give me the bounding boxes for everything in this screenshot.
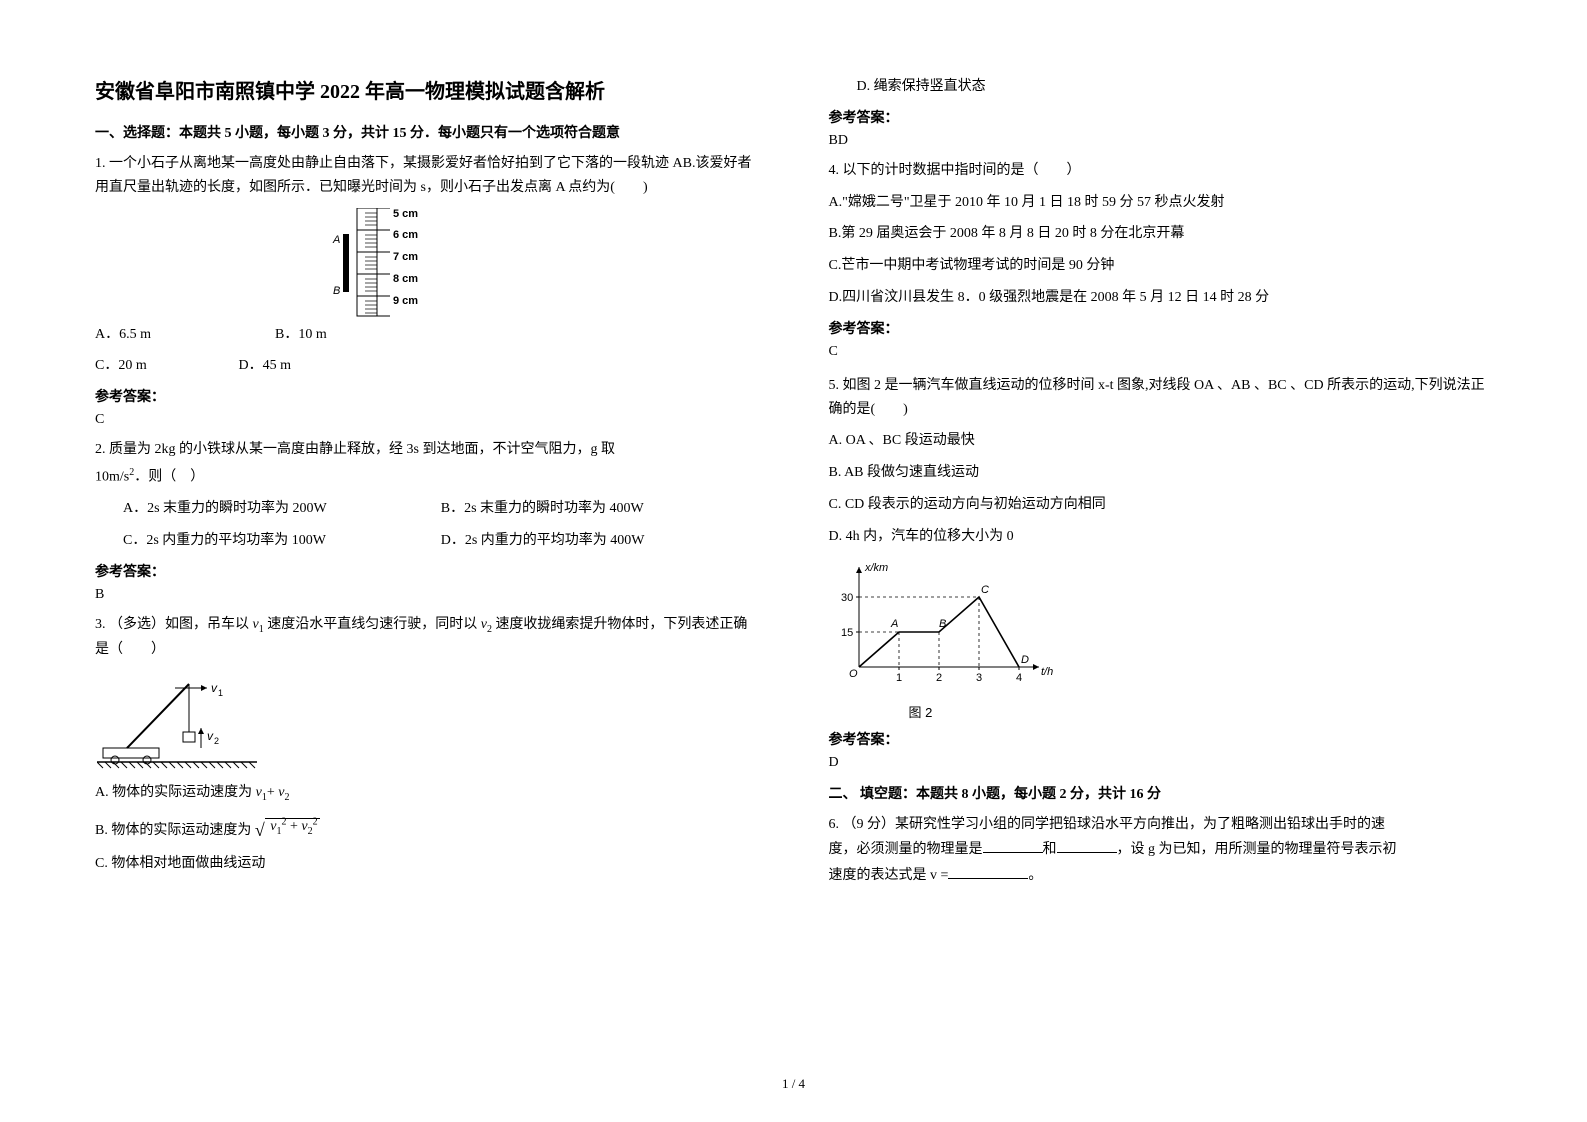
q3-optC: C. 物体相对地面做曲线运动 <box>95 852 759 876</box>
question-2: 2. 质量为 2kg 的小铁球从某一高度由静止释放，经 3s 到达地面，不计空气… <box>95 438 759 489</box>
right-column: D. 绳索保持竖直状态 参考答案： BD 4. 以下的计时数据中指时间的是（ ）… <box>829 75 1493 1035</box>
q4-ans: C <box>829 344 1493 360</box>
q4-optD: D.四川省汶川县发生 8．0 级强烈地震是在 2008 年 5 月 12 日 1… <box>829 286 1493 310</box>
svg-text:O: O <box>849 668 858 680</box>
q5-optB: B. AB 段做匀速直线运动 <box>829 461 1493 485</box>
q1-figure: A B <box>265 208 759 321</box>
q6-p2a: 速度的表达式是 v = <box>829 868 949 883</box>
q6-blank3 <box>948 865 1028 879</box>
q5-optD: D. 4h 内，汽车的位移大小为 0 <box>829 525 1493 549</box>
q1-optB: B．10 m <box>275 323 327 347</box>
q4-optB: B.第 29 届奥运会于 2008 年 8 月 8 日 20 时 8 分在北京开… <box>829 222 1493 246</box>
q4-optC: C.芒市一中期中考试物理考试的时间是 90 分钟 <box>829 254 1493 278</box>
svg-text:2: 2 <box>214 736 219 746</box>
doc-title: 安徽省阜阳市南照镇中学 2022 年高一物理模拟试题含解析 <box>95 75 759 104</box>
question-4: 4. 以下的计时数据中指时间的是（ ） <box>829 159 1493 183</box>
q6-p1d: ，设 g 为已知，用所测量的物理量符号表示初 <box>1117 842 1397 857</box>
page-columns: 安徽省阜阳市南照镇中学 2022 年高一物理模拟试题含解析 一、选择题：本题共 … <box>95 75 1492 1035</box>
q1-stem: 1. 一个小石子从离地某一高度处由静止自由落下，某摄影爱好者恰好拍到了它下落的一… <box>95 152 759 200</box>
q2-ans: B <box>95 587 759 603</box>
q6-p1b: 度，必须测量的物理量是 <box>829 842 983 857</box>
svg-text:1: 1 <box>896 672 902 684</box>
svg-text:v: v <box>207 729 214 743</box>
q5-figure: x/km t/h 15 30 1 2 3 4 O <box>829 557 1493 721</box>
ruler-label-8: 8 cm <box>393 273 418 285</box>
q1-optC: C．20 m <box>95 354 235 378</box>
ruler-label-6: 6 cm <box>393 229 418 241</box>
q2-stem3: ．则（ ） <box>134 470 204 485</box>
q2-optD: D．2s 内重力的平均功率为 400W <box>441 529 759 553</box>
q5-ans-label: 参考答案： <box>829 729 1493 749</box>
q4-stem: 4. 以下的计时数据中指时间的是（ ） <box>829 159 1493 183</box>
q1-options-row2: C．20 m D．45 m <box>95 354 759 378</box>
q2-optB: B．2s 末重力的瞬时功率为 400W <box>441 497 759 521</box>
q2-optC: C．2s 内重力的平均功率为 100W <box>123 529 441 553</box>
q3-optD: D. 绳索保持竖直状态 <box>829 75 1493 99</box>
svg-text:2: 2 <box>936 672 942 684</box>
q2-stem2: 10m/s <box>95 470 129 485</box>
question-3: 3. （多选）如图，吊车以 v1 速度沿水平直线匀速行驶，同时以 v2 速度收拢… <box>95 613 759 662</box>
svg-text:A: A <box>890 618 898 630</box>
svg-text:A: A <box>332 234 340 246</box>
q3-figure: v1 v2 <box>97 670 759 773</box>
ruler-svg: A B <box>265 208 445 318</box>
svg-text:x/km: x/km <box>864 562 888 574</box>
q5-ans: D <box>829 755 1493 771</box>
svg-text:1: 1 <box>218 688 223 698</box>
q5-fig-caption: 图 2 <box>909 702 1493 721</box>
q3-ans-label: 参考答案： <box>829 107 1493 127</box>
svg-text:B: B <box>333 285 340 297</box>
q1-optD: D．45 m <box>239 358 292 373</box>
q6-p1a: 6. （9 分）某研究性学习小组的同学把铅球沿水平方向推出，为了粗略测出铅球出手… <box>829 817 1386 832</box>
q6-p2b: 。 <box>1028 868 1042 883</box>
q3-optB: B. 物体的实际运动速度为 √ v12 + v22 <box>95 813 759 844</box>
q4-ans-label: 参考答案： <box>829 318 1493 338</box>
svg-text:B: B <box>939 618 946 630</box>
q6-blank1 <box>983 839 1043 853</box>
left-column: 安徽省阜阳市南照镇中学 2022 年高一物理模拟试题含解析 一、选择题：本题共 … <box>95 75 759 1035</box>
q2-opts-row1: A．2s 末重力的瞬时功率为 200W B．2s 末重力的瞬时功率为 400W … <box>95 497 759 553</box>
q6-p1c: 和 <box>1043 842 1057 857</box>
q1-ans: C <box>95 412 759 428</box>
page-number: 1 / 4 <box>782 1076 805 1092</box>
q2-optA: A．2s 末重力的瞬时功率为 200W <box>123 497 441 521</box>
section1-heading: 一、选择题：本题共 5 小题，每小题 3 分，共计 15 分．每小题只有一个选项… <box>95 122 759 142</box>
q3-stem-a: 3. （多选）如图，吊车以 <box>95 617 253 632</box>
ruler-label-5: 5 cm <box>393 208 418 220</box>
crane-svg: v1 v2 <box>97 670 257 770</box>
q5-optA: A. OA 、BC 段运动最快 <box>829 429 1493 453</box>
svg-text:3: 3 <box>976 672 982 684</box>
q3-stem-b: 速度沿水平直线匀速行驶，同时以 <box>264 617 481 632</box>
q1-optA: A．6.5 m <box>95 323 275 347</box>
q3-ans: BD <box>829 133 1493 149</box>
question-5: 5. 如图 2 是一辆汽车做直线运动的位移时间 x-t 图象,对线段 OA 、A… <box>829 374 1493 422</box>
ruler-label-9: 9 cm <box>393 295 418 307</box>
section2-heading: 二、 填空题：本题共 8 小题，每小题 2 分，共计 16 分 <box>829 783 1493 803</box>
question-6: 6. （9 分）某研究性学习小组的同学把铅球沿水平方向推出，为了粗略测出铅球出手… <box>829 813 1493 888</box>
q6-blank2 <box>1057 839 1117 853</box>
q3-optA-pre: A. 物体的实际运动速度为 <box>95 785 256 800</box>
q5-optC: C. CD 段表示的运动方向与初始运动方向相同 <box>829 493 1493 517</box>
xt-chart-svg: x/km t/h 15 30 1 2 3 4 O <box>829 557 1059 697</box>
q3-optA: A. 物体的实际运动速度为 v1+ v2 <box>95 781 759 806</box>
svg-text:v: v <box>211 681 218 695</box>
q2-ans-label: 参考答案： <box>95 561 759 581</box>
svg-text:C: C <box>981 584 989 596</box>
svg-text:30: 30 <box>841 592 853 604</box>
ruler-label-7: 7 cm <box>393 251 418 263</box>
svg-text:15: 15 <box>841 627 853 639</box>
question-1: 1. 一个小石子从离地某一高度处由静止自由落下，某摄影爱好者恰好拍到了它下落的一… <box>95 152 759 200</box>
svg-text:D: D <box>1021 654 1029 666</box>
q5-stem: 5. 如图 2 是一辆汽车做直线运动的位移时间 x-t 图象,对线段 OA 、A… <box>829 374 1493 422</box>
q1-options-row1: A．6.5 m B．10 m <box>95 323 759 347</box>
q1-ans-label: 参考答案： <box>95 386 759 406</box>
q3-optA-mid: + <box>267 785 278 800</box>
q3-optB-pre: B. 物体的实际运动速度为 <box>95 823 251 838</box>
svg-text:t/h: t/h <box>1041 666 1053 678</box>
svg-text:4: 4 <box>1016 672 1022 684</box>
q4-optA: A."嫦娥二号"卫星于 2010 年 10 月 1 日 18 时 59 分 57… <box>829 191 1493 215</box>
q2-stem1: 2. 质量为 2kg 的小铁球从某一高度由静止释放，经 3s 到达地面，不计空气… <box>95 442 615 457</box>
